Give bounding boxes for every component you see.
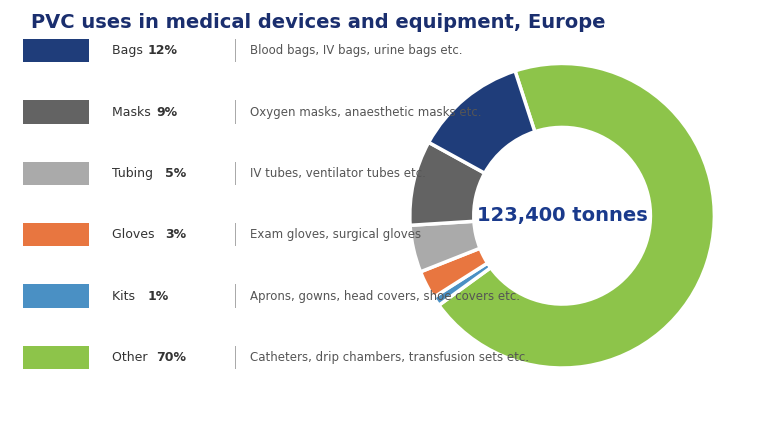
- Wedge shape: [439, 63, 715, 368]
- Text: Exam gloves, surgical gloves: Exam gloves, surgical gloves: [250, 228, 421, 241]
- Wedge shape: [410, 221, 480, 272]
- Text: Tubing: Tubing: [112, 167, 156, 180]
- Text: 5%: 5%: [165, 167, 186, 180]
- Wedge shape: [429, 71, 535, 173]
- Text: Catheters, drip chambers, transfusion sets etc.: Catheters, drip chambers, transfusion se…: [250, 351, 529, 364]
- Text: Blood bags, IV bags, urine bags etc.: Blood bags, IV bags, urine bags etc.: [250, 44, 463, 57]
- Text: 70%: 70%: [156, 351, 186, 364]
- Text: Aprons, gowns, head covers, shoe covers etc.: Aprons, gowns, head covers, shoe covers …: [250, 290, 521, 302]
- Text: PVC uses in medical devices and equipment, Europe: PVC uses in medical devices and equipmen…: [31, 13, 605, 32]
- Text: Masks: Masks: [112, 106, 155, 118]
- Text: Bags: Bags: [112, 44, 146, 57]
- Text: 12%: 12%: [147, 44, 177, 57]
- Wedge shape: [420, 248, 487, 297]
- Text: Gloves: Gloves: [112, 228, 158, 241]
- Text: 1%: 1%: [147, 290, 169, 302]
- Text: 123,400 tonnes: 123,400 tonnes: [477, 206, 648, 225]
- Text: Oxygen masks, anaesthetic masks etc.: Oxygen masks, anaesthetic masks etc.: [250, 106, 482, 118]
- Text: 9%: 9%: [156, 106, 177, 118]
- Text: Kits: Kits: [112, 290, 139, 302]
- Wedge shape: [410, 143, 484, 225]
- Wedge shape: [434, 263, 490, 305]
- Text: Other: Other: [112, 351, 151, 364]
- Text: 3%: 3%: [165, 228, 186, 241]
- Text: IV tubes, ventilator tubes etc.: IV tubes, ventilator tubes etc.: [250, 167, 426, 180]
